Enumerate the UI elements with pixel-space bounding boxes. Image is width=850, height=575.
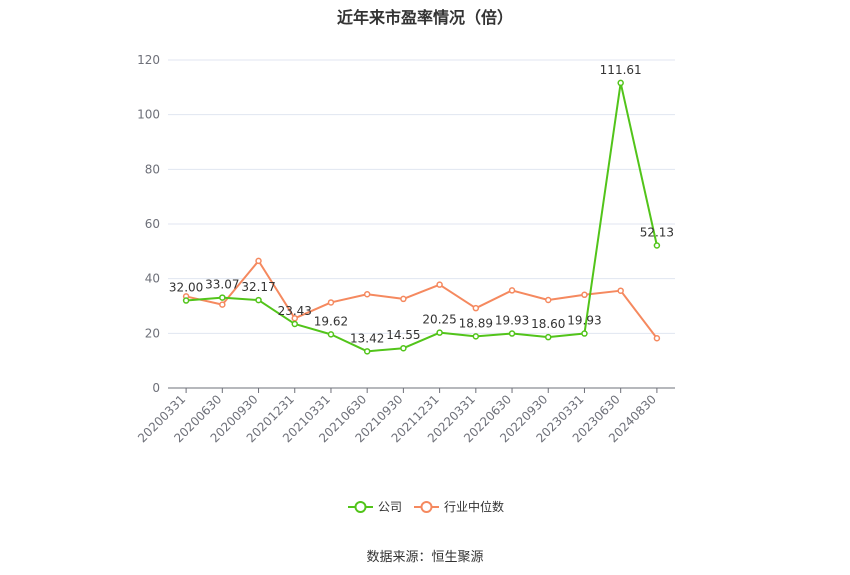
y-tick-label: 120 xyxy=(137,53,160,67)
data-label: 52.13 xyxy=(640,226,674,240)
data-label: 18.89 xyxy=(459,316,493,330)
data-label: 18.60 xyxy=(531,317,565,331)
y-tick-label: 20 xyxy=(145,326,160,340)
chart-title: 近年来市盈率情况（倍） xyxy=(336,8,513,27)
y-tick-label: 100 xyxy=(137,108,160,122)
point-company xyxy=(182,297,190,304)
point-industry-median xyxy=(436,281,443,288)
point-company xyxy=(653,242,661,249)
series-line-industry-median xyxy=(185,259,658,339)
point-company xyxy=(219,294,226,301)
point-industry-median xyxy=(545,296,552,304)
grid-lines xyxy=(168,59,675,334)
series-line-company xyxy=(186,81,658,353)
legend-marker-icon xyxy=(354,501,367,513)
legend-item-company: 公司 xyxy=(348,500,402,514)
point-company xyxy=(291,320,298,328)
point-company xyxy=(363,348,371,355)
data-label: 13.42 xyxy=(350,331,384,345)
y-tick-label: 80 xyxy=(145,162,160,176)
point-company xyxy=(472,333,480,340)
point-company xyxy=(617,79,624,87)
point-industry-median xyxy=(219,301,226,308)
point-company xyxy=(436,329,443,336)
data-label: 20.25 xyxy=(422,313,456,327)
data-label: 19.93 xyxy=(495,314,529,328)
point-industry-median xyxy=(400,295,407,303)
data-label: 32.17 xyxy=(241,280,275,294)
legend-label: 公司 xyxy=(378,500,402,514)
legend-item-industry-median: 行业中位数 xyxy=(414,499,504,514)
point-company xyxy=(255,296,262,304)
series-layer xyxy=(182,79,661,355)
point-industry-median xyxy=(327,299,335,306)
data-label: 33.07 xyxy=(205,278,239,292)
data-label: 19.93 xyxy=(567,314,601,328)
data-label: 111.61 xyxy=(600,63,642,77)
point-company xyxy=(508,330,516,337)
legend-label: 行业中位数 xyxy=(444,499,504,514)
data-label: 14.55 xyxy=(386,328,420,342)
data-source: 数据来源：恒生聚源 xyxy=(366,550,484,565)
point-industry-median xyxy=(255,257,262,265)
data-label: 23.43 xyxy=(278,304,312,318)
legend-marker-icon xyxy=(420,501,433,513)
y-tick-label: 0 xyxy=(152,381,160,395)
x-axis: 2020033120200630202009302020123120210331… xyxy=(135,387,675,445)
point-industry-median xyxy=(508,287,516,294)
point-industry-median xyxy=(363,290,371,298)
y-axis: 0 20 40 60 80 100 120 xyxy=(137,53,160,395)
point-company xyxy=(327,331,335,338)
point-company xyxy=(545,333,552,341)
point-industry-median xyxy=(653,335,661,342)
y-tick-label: 60 xyxy=(145,217,160,231)
data-label: 32.00 xyxy=(169,281,203,295)
point-industry-median xyxy=(472,304,480,312)
data-label: 19.62 xyxy=(314,314,348,328)
y-tick-label: 40 xyxy=(145,272,160,286)
point-company xyxy=(400,344,407,352)
point-industry-median xyxy=(581,291,588,299)
point-company xyxy=(581,330,588,337)
point-industry-median xyxy=(617,287,624,294)
legend: 公司 行业中位数 xyxy=(348,499,504,514)
